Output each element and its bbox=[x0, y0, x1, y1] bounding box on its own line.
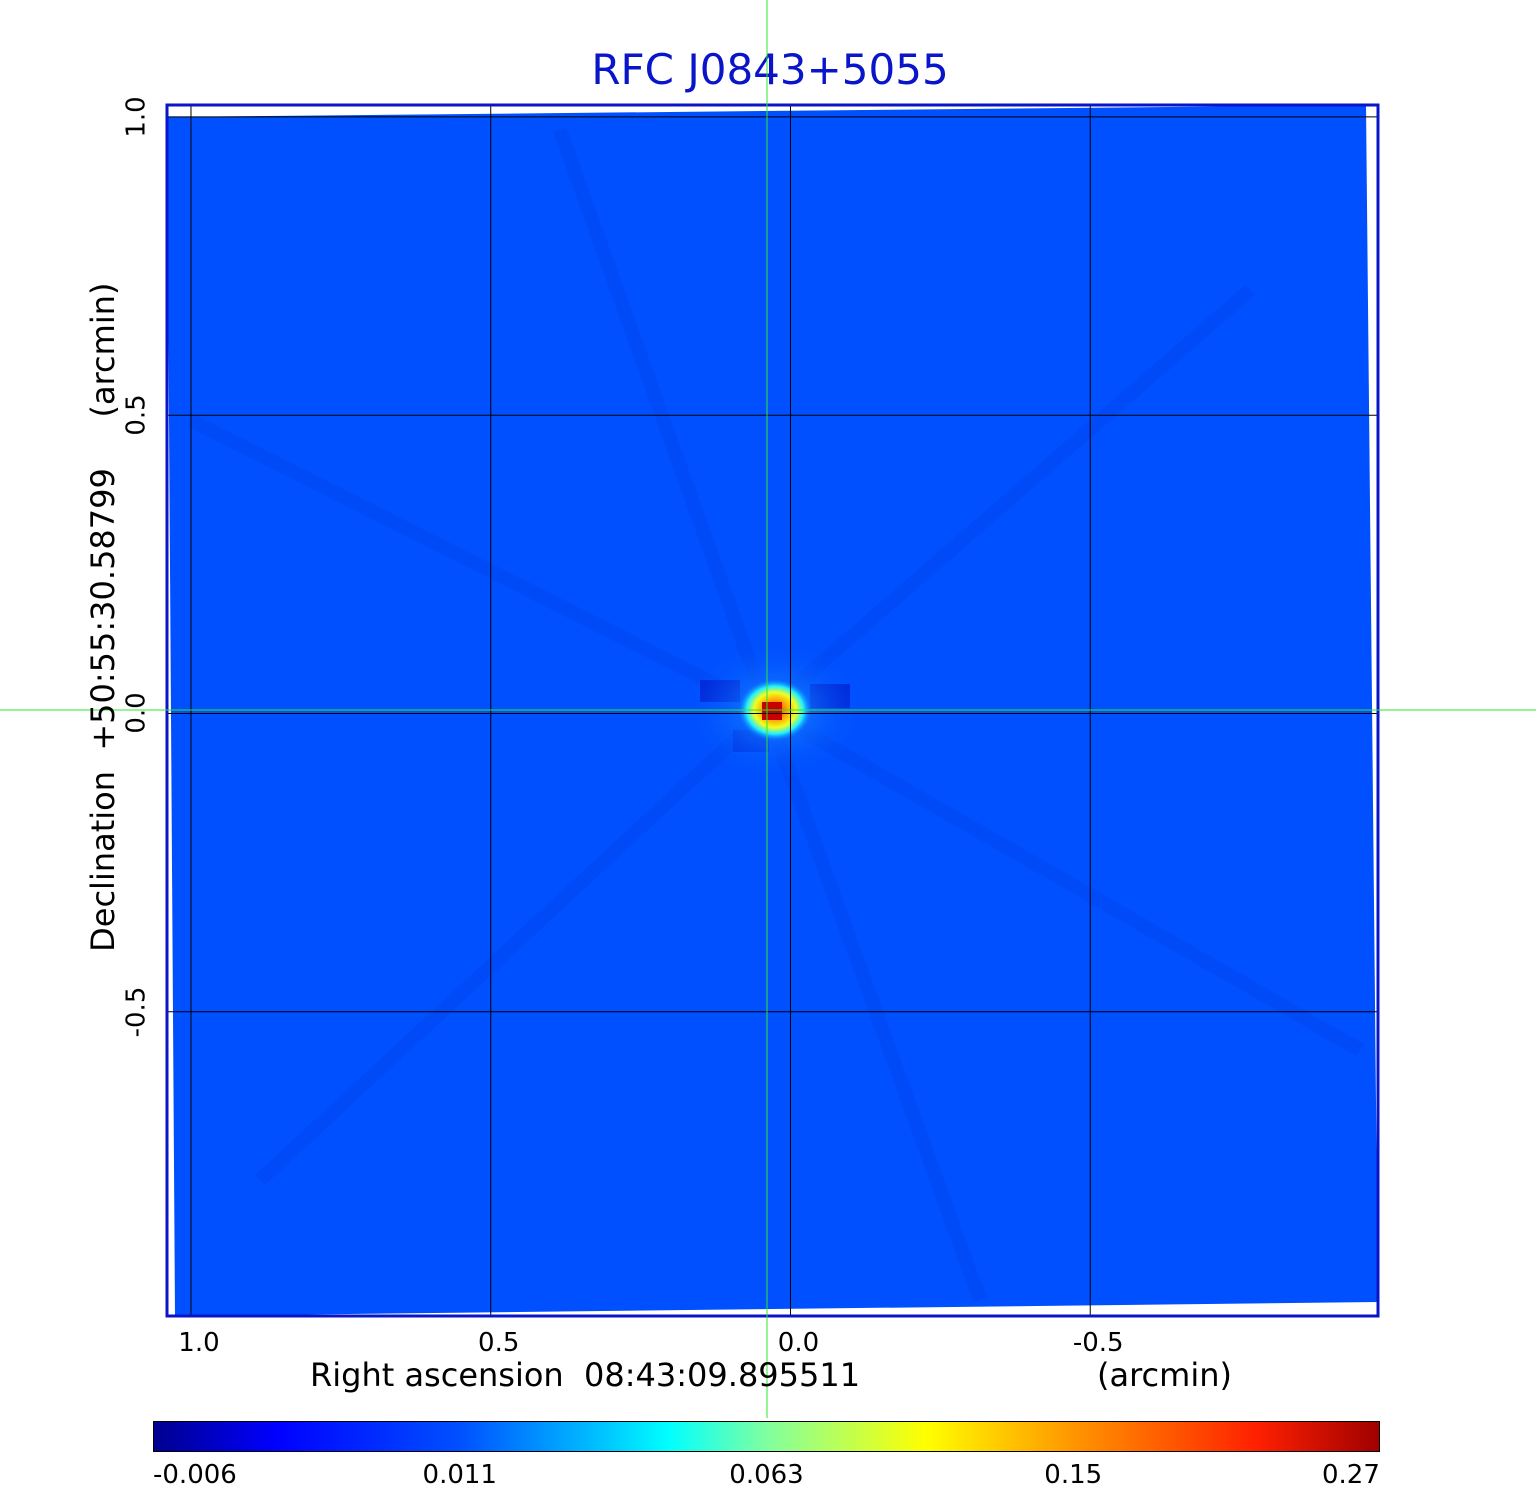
y-tick-label: -0.5 bbox=[120, 986, 151, 1038]
plot-title: RFC J0843+5055 bbox=[591, 45, 949, 94]
sky-map[interactable] bbox=[0, 0, 1536, 1420]
x-axis-label: Right ascension 08:43:09.895511 bbox=[310, 1356, 861, 1394]
sidelobe-streaks bbox=[186, 127, 1364, 1303]
x-axis-unit: (arcmin) bbox=[1097, 1356, 1232, 1394]
colorbar-tick-label: 0.063 bbox=[729, 1460, 804, 1490]
y-tick-label: 0.5 bbox=[121, 394, 152, 436]
colorbar bbox=[153, 1421, 1380, 1452]
y-tick-label: 1.0 bbox=[121, 96, 152, 138]
x-tick-label: 1.0 bbox=[178, 1328, 220, 1358]
colorbar-tick-label: 0.15 bbox=[1044, 1460, 1103, 1490]
x-tick-label: 0.0 bbox=[777, 1328, 820, 1358]
colorbar-tick-label: 0.011 bbox=[422, 1460, 497, 1490]
x-tick-label: 0.5 bbox=[478, 1328, 520, 1358]
colorbar-tick-label: 0.27 bbox=[1322, 1460, 1380, 1490]
y-axis-unit: (arcmin) bbox=[84, 282, 122, 418]
colorbar-tick-label: -0.006 bbox=[153, 1460, 237, 1490]
x-tick-label: -0.5 bbox=[1072, 1328, 1124, 1358]
y-axis-label: Declination +50:55:30.58799 bbox=[84, 468, 122, 952]
source-peak-pixel bbox=[762, 702, 782, 720]
y-tick-label: 0.0 bbox=[121, 692, 152, 735]
